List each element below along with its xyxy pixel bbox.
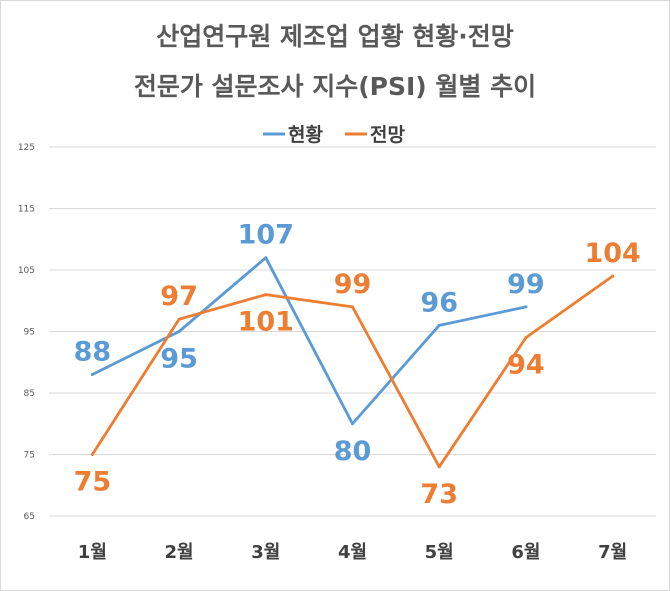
data-label-series-1: 107	[238, 220, 294, 251]
chart-subtitle: 전문가 설문조사 지수(PSI) 월별 추이	[134, 72, 536, 101]
x-tick-label: 5월	[425, 542, 454, 563]
data-label-series-1: 80	[334, 436, 372, 467]
data-point	[264, 256, 268, 260]
y-tick-label: 125	[18, 143, 35, 153]
x-tick-label: 3월	[251, 542, 280, 563]
data-label-series-2: 94	[507, 350, 545, 381]
y-tick-label: 85	[24, 389, 35, 399]
data-label-series-2: 99	[334, 269, 372, 300]
legend: 현황 전망	[263, 123, 405, 146]
data-point	[524, 336, 528, 340]
x-tick-label: 6월	[511, 542, 540, 563]
data-point	[90, 373, 94, 377]
series-line-1	[90, 256, 528, 426]
gridlines	[49, 146, 656, 517]
data-point	[177, 330, 181, 333]
data-point	[524, 305, 528, 309]
legend-label-series-1: 현황	[288, 123, 323, 146]
y-tick-label: 95	[24, 328, 35, 338]
chart-title: 산업연구원 제조업 업황 현황·전망	[156, 22, 514, 51]
data-label-series-2: 73	[420, 479, 458, 510]
data-label-series-2: 104	[584, 238, 640, 269]
legend-label-series-2: 전망	[370, 124, 405, 146]
y-tick-label: 65	[24, 512, 35, 522]
data-point	[264, 293, 268, 297]
x-tick-label: 4월	[338, 542, 367, 563]
data-labels: 88 95 107 80 96 99 75 97 101 99 73 94 104	[74, 220, 641, 510]
data-label-series-1: 88	[74, 337, 112, 368]
data-point	[437, 465, 441, 469]
data-label-series-2: 101	[238, 307, 294, 338]
x-tick-label: 1월	[78, 542, 107, 563]
x-axis-ticks: 1월 2월 3월 4월 5월 6월 7월	[78, 542, 627, 563]
x-tick-label: 2월	[165, 542, 194, 563]
data-point	[351, 422, 354, 426]
data-point	[177, 317, 181, 321]
data-label-series-2: 97	[160, 281, 198, 312]
y-tick-label: 105	[18, 266, 35, 276]
data-label-series-1: 96	[420, 287, 458, 318]
data-point	[351, 305, 354, 309]
data-point	[437, 323, 441, 327]
y-axis-ticks: 125 115 105 95 85 75 65	[18, 143, 35, 522]
y-tick-label: 75	[24, 451, 35, 461]
y-tick-label: 115	[18, 205, 35, 215]
data-point	[90, 453, 94, 456]
series-lines	[90, 256, 615, 469]
x-tick-label: 7월	[598, 542, 627, 563]
data-label-series-2: 75	[74, 467, 112, 498]
data-label-series-1: 95	[160, 344, 198, 375]
data-label-series-1: 99	[507, 269, 545, 300]
data-point	[611, 274, 615, 278]
